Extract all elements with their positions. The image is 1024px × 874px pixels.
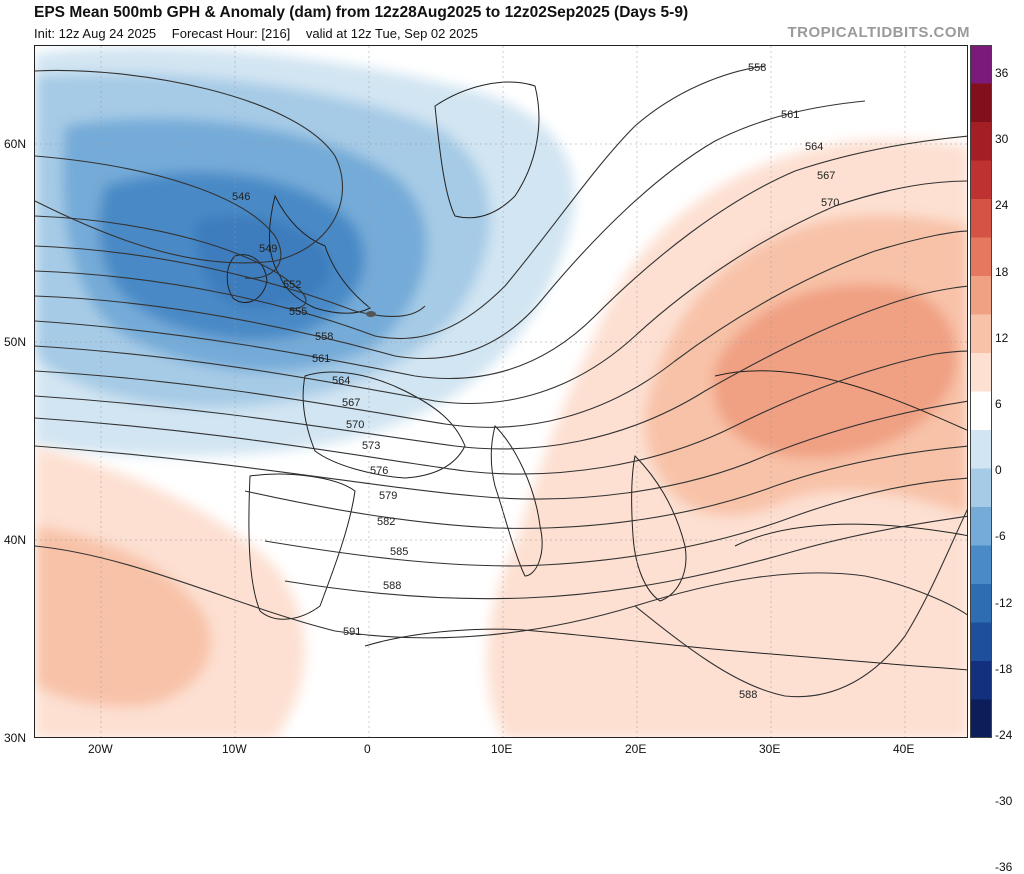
positive-anomaly-region [35, 139, 967, 737]
contour-label: 549 [259, 243, 277, 255]
colorbar-tick-label: 24 [995, 198, 1009, 213]
lon-label-30e: 30E [759, 742, 781, 756]
colorbar-tick-label: 30 [995, 132, 1009, 147]
lon-label-20e: 20E [625, 742, 647, 756]
colorbar-tick-label: 36 [995, 66, 1009, 80]
lon-label-10w: 10W [222, 742, 247, 756]
colorbar-swatch [970, 83, 992, 123]
contour-label: 564 [805, 141, 823, 153]
colorbar-swatch [970, 699, 992, 738]
low-center-marker [366, 311, 376, 317]
height-contours [35, 65, 967, 698]
contour-label: 582 [377, 516, 395, 528]
colorbar-swatch [970, 314, 992, 354]
colorbar-border [970, 45, 992, 738]
colorbar-swatch [970, 199, 992, 238]
contour-label: 585 [390, 546, 408, 558]
colorbar-swatch [970, 353, 992, 392]
contour-label: 591 [343, 626, 361, 638]
map-svg: 546 549 552 555 558 561 564 567 570 573 … [35, 46, 967, 737]
contour-label: 558 [748, 62, 766, 74]
lon-label-20w: 20W [88, 742, 113, 756]
contour-label: 588 [383, 580, 401, 592]
lon-label-0: 0 [364, 742, 371, 756]
colorbar-swatch [970, 507, 992, 546]
brand-watermark: TROPICALTIDBITS.COM [787, 24, 970, 41]
colorbar-swatch [970, 545, 992, 585]
contour-label: 561 [312, 353, 330, 365]
contour-label: 573 [362, 440, 380, 452]
map-area[interactable]: 546 549 552 555 558 561 564 567 570 573 … [34, 45, 968, 738]
coastlines [226, 81, 967, 671]
contour-label: 552 [283, 279, 301, 291]
contour-label: 579 [379, 490, 397, 502]
contour-label: 561 [781, 109, 799, 121]
map-title: EPS Mean 500mb GPH & Anomaly (dam) from … [34, 4, 689, 21]
lon-label-40e: 40E [893, 742, 915, 756]
valid-time: valid at 12z Tue, Sep 02 2025 [305, 26, 478, 41]
init-time: Init: 12z Aug 24 2025 [34, 26, 157, 41]
colorbar-swatch [970, 276, 992, 315]
colorbar-tick-label: -30 [995, 794, 1013, 809]
contour-label: 570 [346, 419, 364, 431]
anomaly-colorbar [970, 45, 992, 738]
colorbar-swatch [970, 468, 992, 508]
colorbar-swatch [970, 122, 992, 161]
negative-anomaly-region [35, 47, 575, 457]
lat-label-50n: 50N [4, 335, 27, 349]
contour-label: 576 [370, 465, 388, 477]
colorbar-swatch [970, 160, 992, 200]
lon-label-10e: 10E [491, 742, 513, 756]
contour-label: 558 [315, 331, 333, 343]
colorbar-tick-label: 6 [995, 397, 1002, 411]
colorbar-swatch [970, 430, 992, 469]
contour-label: 564 [332, 375, 350, 387]
colorbar-tick-label: 12 [995, 330, 1009, 345]
colorbar-swatch [970, 237, 992, 277]
lat-label-60n: 60N [4, 137, 27, 151]
colorbar-swatch [970, 391, 992, 431]
colorbar-tick-label: -36 [995, 860, 1013, 874]
contour-label: 570 [821, 197, 839, 209]
colorbar-swatch [970, 622, 992, 662]
colorbar-tick-label: -12 [995, 595, 1013, 610]
lat-label-30n: 30N [4, 731, 27, 745]
colorbar-swatch [970, 584, 992, 623]
lat-label-40n: 40N [4, 533, 27, 547]
contour-label: 588 [739, 689, 757, 701]
colorbar-swatch [970, 45, 992, 84]
forecast-hour: Forecast Hour: [216] [171, 26, 291, 41]
colorbar-tick-label: 18 [995, 264, 1009, 279]
colorbar-tick-label: -24 [995, 728, 1013, 742]
graticule [35, 46, 967, 737]
contour-label: 567 [817, 170, 835, 182]
contour-label: 546 [232, 191, 250, 203]
contour-label: 567 [342, 397, 360, 409]
contour-labels: 546 549 552 555 558 561 564 567 570 573 … [232, 62, 839, 701]
colorbar-swatch [970, 661, 992, 700]
colorbar-tick-label: -18 [995, 661, 1013, 676]
map-subtitle: Init: 12z Aug 24 2025 Forecast Hour: [21… [34, 26, 478, 41]
colorbar-tick-label: -6 [995, 529, 1006, 544]
colorbar-tick-label: 0 [995, 463, 1002, 478]
contour-label: 555 [289, 306, 307, 318]
